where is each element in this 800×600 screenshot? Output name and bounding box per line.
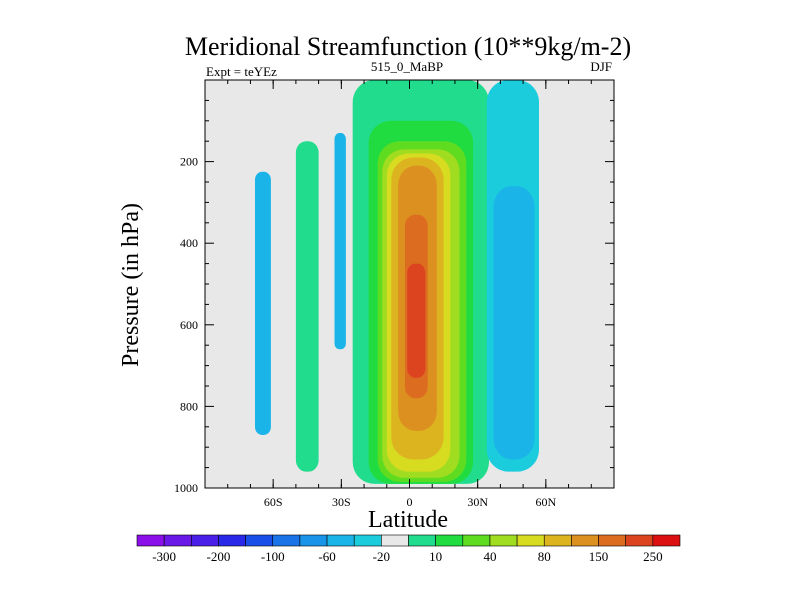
colorbar-swatch — [381, 534, 409, 547]
colorbar-swatch — [489, 534, 518, 547]
colorbar-swatch — [652, 534, 681, 547]
colorbar-swatch — [353, 534, 382, 547]
y-tick-label: 400 — [180, 236, 198, 250]
colorbar-label: 10 — [429, 549, 442, 564]
colorbar-swatch — [245, 534, 274, 547]
colorbar-swatch — [625, 534, 654, 547]
colorbar: -300 -200 -100 -60 -20 10 40 80 150 250 — [136, 534, 681, 564]
experiment-label: Expt = teYEz — [206, 64, 277, 79]
colorbar-label: 150 — [589, 549, 609, 564]
colorbar-label: 40 — [483, 549, 496, 564]
contour-fills — [254, 80, 540, 484]
colorbar-swatch — [218, 534, 246, 547]
colorbar-label: 250 — [643, 549, 663, 564]
colorbar-swatch — [571, 534, 599, 547]
season-label: DJF — [590, 59, 612, 74]
colorbar-swatch — [543, 534, 572, 547]
y-tick-label: 600 — [180, 318, 198, 332]
x-tick-label: 30N — [467, 495, 488, 509]
colorbar-swatch — [272, 534, 301, 547]
colorbar-label: -100 — [261, 549, 285, 564]
period-label: 515_0_MaBP — [371, 59, 443, 74]
colorbar-swatch — [516, 534, 545, 547]
cell-sh-highlat — [254, 171, 271, 435]
colorbar-swatch — [598, 534, 626, 547]
y-tick-label: 800 — [180, 399, 198, 413]
y-tick-label: 200 — [180, 155, 198, 169]
colorbar-label: 80 — [538, 549, 551, 564]
cell-sh-subtrop — [334, 133, 346, 350]
y-axis-ticks: 200 400 600 800 1000 — [174, 99, 614, 495]
colorbar-swatch — [326, 534, 355, 547]
colorbar-label: -300 — [152, 549, 176, 564]
chart-title: Meridional Streamfunction (10**9kg/m-2) — [185, 32, 631, 61]
x-tick-label: 60S — [264, 495, 283, 509]
colorbar-swatch — [462, 534, 491, 547]
x-axis-label: Latitude — [368, 507, 448, 533]
colorbar-swatch — [435, 534, 464, 547]
colorbar-swatch — [299, 534, 328, 547]
colorbar-label: -60 — [318, 549, 335, 564]
y-axis-label: Pressure (in hPa) — [118, 203, 144, 367]
cell-sh-midlat — [295, 141, 319, 472]
y-tick-label: 1000 — [174, 481, 198, 495]
x-tick-label: 30S — [332, 495, 351, 509]
colorbar-swatch — [136, 534, 165, 547]
cell-nh-ferrel-inner — [493, 186, 535, 460]
cell-hadley-300 — [407, 263, 426, 378]
colorbar-label: -200 — [207, 549, 231, 564]
colorbar-swatch — [163, 534, 192, 547]
x-axis-ticks: 60S 30S 0 30N 60N — [227, 80, 592, 509]
colorbar-label: -20 — [373, 549, 390, 564]
x-tick-label: 60N — [535, 495, 556, 509]
colorbar-swatch — [191, 534, 219, 547]
x-tick-label: 0 — [407, 495, 413, 509]
colorbar-swatch — [408, 534, 436, 547]
